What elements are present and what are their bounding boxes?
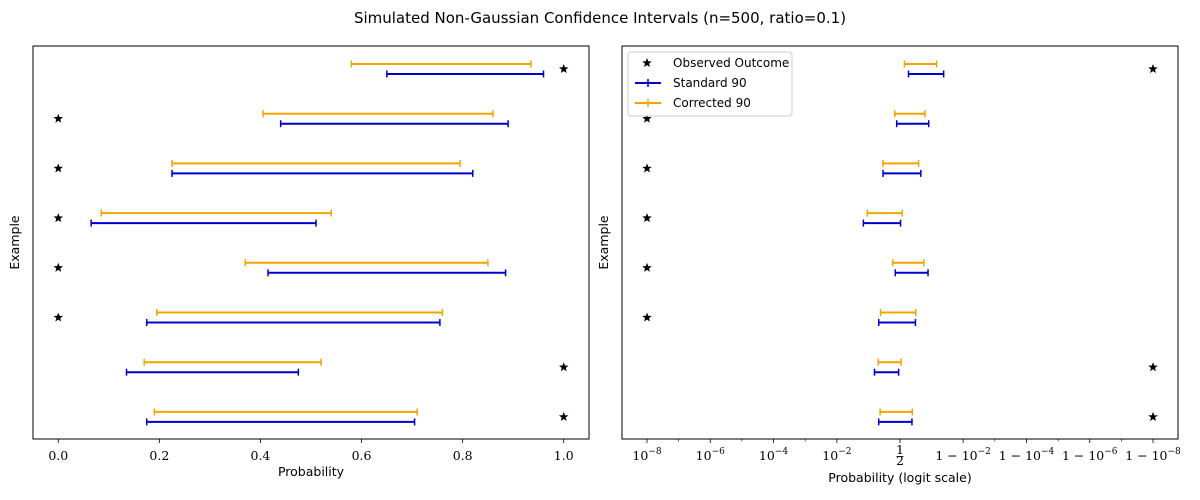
x-axis-label: Probability xyxy=(278,464,345,479)
corrected-interval-4 xyxy=(891,259,925,267)
standard-interval-2 xyxy=(882,169,922,177)
outcome-marker-6 xyxy=(558,362,569,372)
standard-interval-5 xyxy=(877,319,917,326)
standard-interval-7 xyxy=(877,418,913,426)
x-tick-label-0: 0.0 xyxy=(48,448,68,463)
corrected-interval-5 xyxy=(879,309,917,316)
standard-interval-6 xyxy=(125,368,300,376)
plot-frame xyxy=(32,45,590,440)
outcome-marker-3 xyxy=(53,213,64,223)
standard-interval-3 xyxy=(862,219,902,227)
standard-interval-1 xyxy=(895,120,930,128)
x-tick-label-8: 1 − 10−8 xyxy=(1125,447,1181,463)
corrected-interval-2 xyxy=(171,159,461,167)
svg-text:2: 2 xyxy=(896,453,904,468)
outcome-marker-2 xyxy=(53,163,64,173)
legend-label-1: Standard 90 xyxy=(673,76,747,90)
corrected-interval-4 xyxy=(244,259,489,267)
outcome-marker-6 xyxy=(1148,362,1158,372)
standard-interval-4 xyxy=(267,269,507,277)
outcome-marker-7 xyxy=(1148,411,1158,421)
corrected-interval-7 xyxy=(153,408,418,416)
outcome-marker-3 xyxy=(642,213,652,223)
right-panel-logit: 10−8 10−6 10−4 10−2 12 1 − 10−2 1 − 10−4 1 − 10… xyxy=(596,45,1181,485)
x-tick-label-1: 0.2 xyxy=(149,448,169,463)
figure-title: Simulated Non-Gaussian Confidence Interv… xyxy=(354,9,846,27)
left-panel-linear: 0.0 0.2 0.4 0.6 0.8 1.0 Probability Example xyxy=(7,45,590,479)
svg-text:1: 1 xyxy=(896,442,904,457)
x-tick-label-2: 0.4 xyxy=(251,448,271,463)
x-tick-label-6: 1 − 10−4 xyxy=(999,447,1055,463)
x-tick-label-0: 10−8 xyxy=(632,447,661,463)
x-tick-label-2: 10−4 xyxy=(759,447,788,463)
standard-interval-5 xyxy=(145,319,441,326)
outcome-marker-4 xyxy=(642,262,652,272)
standard-interval-2 xyxy=(171,169,474,177)
corrected-interval-0 xyxy=(903,60,938,68)
standard-interval-1 xyxy=(279,120,509,128)
standard-interval-6 xyxy=(873,368,900,376)
outcome-marker-0 xyxy=(1148,64,1158,74)
standard-interval-7 xyxy=(145,418,416,426)
corrected-interval-7 xyxy=(879,408,914,416)
legend: Observed Outcome Standard 90 Corrected 90 xyxy=(627,51,793,117)
x-tick-label-7: 1 − 10−6 xyxy=(1062,447,1118,463)
x-tick-label-4: 0.8 xyxy=(453,448,473,463)
corrected-interval-2 xyxy=(882,159,920,167)
corrected-interval-5 xyxy=(156,309,444,316)
x-axis-label: Probability (logit scale) xyxy=(828,470,971,485)
x-tick-label-1: 10−6 xyxy=(696,447,725,463)
x-tick-label-3: 10−2 xyxy=(822,447,851,463)
legend-box xyxy=(627,51,793,117)
corrected-interval-3 xyxy=(100,209,332,217)
standard-interval-0 xyxy=(907,70,945,78)
outcome-marker-5 xyxy=(642,312,652,322)
corrected-interval-1 xyxy=(262,110,494,118)
outcome-marker-5 xyxy=(53,312,64,322)
outcome-marker-1 xyxy=(53,113,64,123)
y-axis-label: Example xyxy=(596,215,611,270)
corrected-interval-3 xyxy=(866,209,903,217)
legend-marker-0 xyxy=(642,58,652,68)
outcome-marker-7 xyxy=(558,411,569,421)
standard-interval-4 xyxy=(894,269,929,277)
outcome-marker-2 xyxy=(642,163,652,173)
outcome-marker-4 xyxy=(53,262,64,272)
outcome-marker-0 xyxy=(558,64,569,74)
legend-label-2: Corrected 90 xyxy=(673,96,751,110)
x-tick-label-5: 1 − 10−2 xyxy=(935,447,991,463)
corrected-interval-6 xyxy=(143,358,322,366)
standard-interval-3 xyxy=(90,219,317,227)
outcome-marker-1 xyxy=(642,113,652,123)
corrected-interval-6 xyxy=(877,358,902,366)
y-axis-label: Example xyxy=(7,215,22,270)
standard-interval-0 xyxy=(386,70,545,78)
corrected-interval-0 xyxy=(350,60,532,68)
x-tick-label-5: 1.0 xyxy=(554,448,574,463)
legend-label-0: Observed Outcome xyxy=(673,56,789,70)
corrected-interval-1 xyxy=(893,110,926,118)
x-tick-label-3: 0.6 xyxy=(352,448,372,463)
